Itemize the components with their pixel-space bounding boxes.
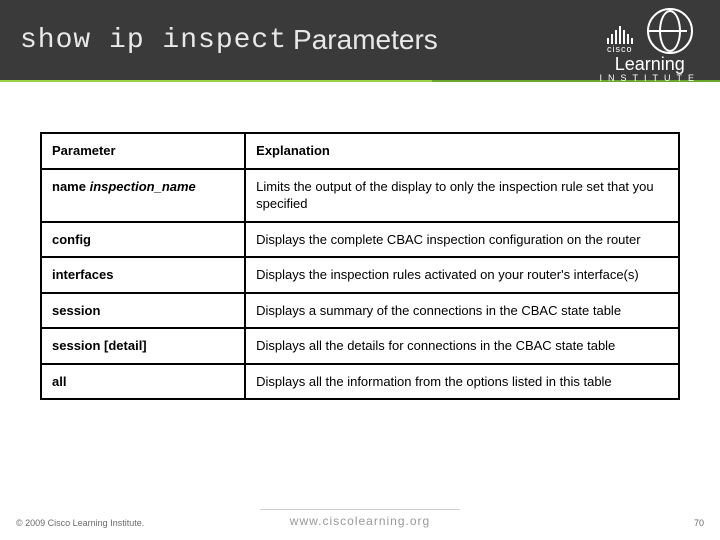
brand-learning: Learning: [600, 54, 701, 75]
param-ital: inspection_name: [86, 179, 196, 194]
param-cell: session: [41, 293, 245, 329]
table-header-row: Parameter Explanation: [41, 133, 679, 169]
col-header-parameter: Parameter: [41, 133, 245, 169]
table-row: session [detail] Displays all the detail…: [41, 328, 679, 364]
param-bold: interfaces: [52, 267, 113, 282]
cisco-text: cisco: [607, 44, 633, 54]
copyright-text: © 2009 Cisco Learning Institute.: [16, 518, 144, 528]
param-cell: interfaces: [41, 257, 245, 293]
param-cell: session [detail]: [41, 328, 245, 364]
explanation-cell: Displays all the details for connections…: [245, 328, 679, 364]
slide-header: show ip inspect Parameters cisco Learnin…: [0, 0, 720, 80]
table-row: session Displays a summary of the connec…: [41, 293, 679, 329]
title-word: Parameters: [293, 24, 438, 56]
title-command: show ip inspect: [20, 25, 287, 56]
param-bold: session: [52, 303, 100, 318]
cisco-bars-icon: [607, 24, 633, 44]
footer-url: www.ciscolearning.org: [290, 514, 430, 528]
col-header-explanation: Explanation: [245, 133, 679, 169]
param-bold: config: [52, 232, 91, 247]
param-cell: name inspection_name: [41, 169, 245, 222]
explanation-cell: Displays the inspection rules activated …: [245, 257, 679, 293]
brand-institute: INSTITUTE: [600, 73, 701, 83]
table-row: interfaces Displays the inspection rules…: [41, 257, 679, 293]
slide-footer: © 2009 Cisco Learning Institute. www.cis…: [0, 508, 720, 530]
explanation-cell: Displays a summary of the connections in…: [245, 293, 679, 329]
param-bold: all: [52, 374, 66, 389]
slide-content: Parameter Explanation name inspection_na…: [0, 82, 720, 400]
table-row: name inspection_name Limits the output o…: [41, 169, 679, 222]
table-row: all Displays all the information from th…: [41, 364, 679, 400]
page-number: 70: [694, 518, 704, 528]
explanation-cell: Displays the complete CBAC inspection co…: [245, 222, 679, 258]
param-bold: session [detail]: [52, 338, 147, 353]
param-cell: all: [41, 364, 245, 400]
explanation-cell: Displays all the information from the op…: [245, 364, 679, 400]
footer-divider: [260, 509, 460, 510]
table-row: config Displays the complete CBAC inspec…: [41, 222, 679, 258]
param-bold: name: [52, 179, 86, 194]
cisco-mark: cisco: [607, 24, 633, 54]
brand-logo: cisco Learning INSTITUTE: [600, 8, 701, 83]
parameters-table: Parameter Explanation name inspection_na…: [40, 132, 680, 400]
logo-top-row: cisco: [600, 8, 701, 54]
explanation-cell: Limits the output of the display to only…: [245, 169, 679, 222]
globe-icon: [647, 8, 693, 54]
param-cell: config: [41, 222, 245, 258]
